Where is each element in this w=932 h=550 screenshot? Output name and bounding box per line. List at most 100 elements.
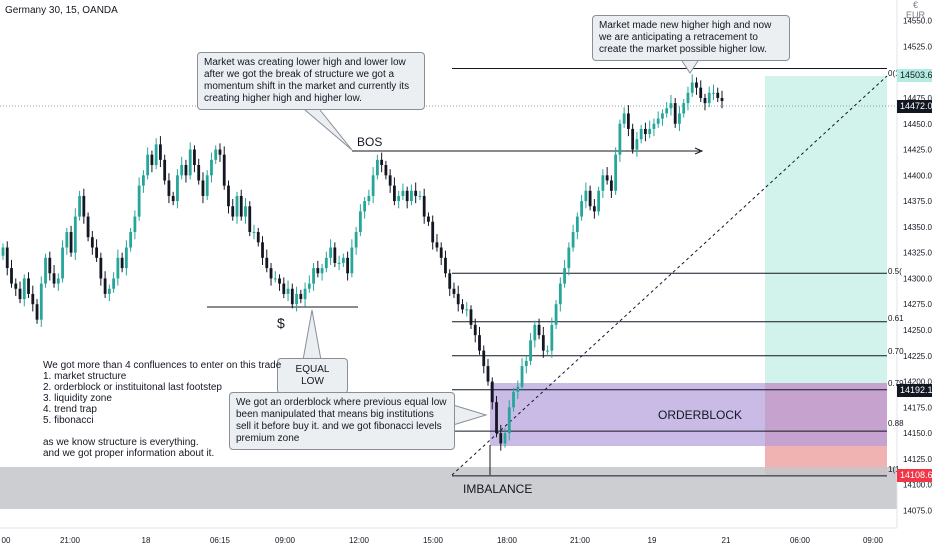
price-tick-label: 14275.0 xyxy=(903,300,932,309)
candle-body xyxy=(486,366,490,382)
callout-equal-low[interactable]: EQUAL LOW xyxy=(277,358,348,394)
candle-body xyxy=(256,232,260,243)
candle-body xyxy=(533,324,537,341)
fib-label-0-705: 0.70 xyxy=(888,347,904,356)
callout-top-left[interactable]: Market was creating lower high and lower… xyxy=(197,52,425,110)
candle-body xyxy=(597,190,601,212)
candle-body xyxy=(154,144,158,165)
time-tick-label: 09:00 xyxy=(863,536,884,545)
candle-body xyxy=(439,247,443,258)
candle-body xyxy=(371,175,375,196)
time-tick-label: 00 xyxy=(2,536,11,545)
candle-body xyxy=(669,103,673,109)
price-tag-low: 14108.6 xyxy=(897,469,932,482)
imbalance-zone xyxy=(0,467,897,509)
candle-body xyxy=(31,293,35,305)
price-tick-label: 14125.0 xyxy=(903,455,932,464)
callout-orderblock[interactable]: We got an orderblock where previous equa… xyxy=(229,392,455,450)
candle-body xyxy=(39,283,43,320)
candle-body xyxy=(380,159,384,165)
dollar-label: $ xyxy=(277,315,285,331)
candle-body xyxy=(639,128,643,140)
candle-body xyxy=(427,216,430,222)
candle-body xyxy=(627,113,630,129)
candle-body xyxy=(61,247,64,279)
candle-body xyxy=(482,350,486,367)
candle-body xyxy=(56,278,60,284)
notes-item: 2. orderblock or instituitonal last foot… xyxy=(43,382,222,393)
notes-item: 3. liquidity zone xyxy=(43,393,112,404)
candle-body xyxy=(193,149,196,165)
notes-item: 4. trend trap xyxy=(43,404,97,415)
candle-body xyxy=(516,386,520,392)
candle-body xyxy=(520,366,524,387)
time-tick-label: 15:00 xyxy=(423,536,444,545)
candle-body xyxy=(546,350,549,352)
time-tick-label: 21:00 xyxy=(60,536,81,545)
candle-body xyxy=(571,232,575,248)
time-tick-label: 06:15 xyxy=(210,536,231,545)
candle-body xyxy=(124,247,128,269)
candle-body xyxy=(529,340,532,361)
candle-body xyxy=(686,92,690,104)
candle-body xyxy=(358,211,362,233)
price-tick-label: 14475.0 xyxy=(903,94,932,103)
bos-arrowhead xyxy=(694,147,704,155)
candle-body xyxy=(278,278,281,284)
candle-body xyxy=(363,201,367,212)
candle-body xyxy=(354,232,358,248)
candle-body xyxy=(414,190,418,196)
candle-body xyxy=(210,159,213,176)
candle-body xyxy=(146,154,150,176)
candle-body xyxy=(580,201,584,217)
candle-body xyxy=(537,324,541,336)
candle-body xyxy=(116,257,120,279)
candle-body xyxy=(609,180,613,191)
candle-body xyxy=(329,247,332,258)
candlestick-series xyxy=(1,74,724,451)
price-tick-label: 14325.0 xyxy=(903,249,932,258)
candle-body xyxy=(550,324,554,351)
candle-body xyxy=(592,206,596,212)
symbol-title: Germany 30, 15, OANDA xyxy=(5,5,118,16)
candle-body xyxy=(690,82,694,93)
position-profit-zone xyxy=(765,76,887,383)
candle-body xyxy=(333,247,337,263)
fib-label-0-886: 0.88 xyxy=(888,419,904,428)
candle-body xyxy=(235,195,239,217)
candle-body xyxy=(163,159,167,181)
candle-body xyxy=(299,293,303,300)
candle-body xyxy=(1,247,5,256)
candle-body xyxy=(388,175,392,186)
price-tick-label: 14250.0 xyxy=(903,326,932,335)
candle-body xyxy=(218,149,222,155)
orderblock-zone xyxy=(490,383,887,446)
candle-body xyxy=(461,304,464,310)
candle-body xyxy=(661,113,664,119)
candle-body xyxy=(652,123,656,129)
price-tag-high: 14503.6 xyxy=(897,69,932,82)
candle-body xyxy=(707,92,711,104)
candle-body xyxy=(499,433,503,444)
bos-label: BOS xyxy=(357,135,383,149)
candle-body xyxy=(265,257,269,269)
candle-body xyxy=(456,293,460,305)
callout-top-right[interactable]: Market made new higher high and now we a… xyxy=(592,15,790,61)
candle-body xyxy=(452,288,456,294)
candle-body xyxy=(73,216,77,253)
candle-body xyxy=(644,128,647,135)
candle-body xyxy=(188,149,192,176)
candle-body xyxy=(99,257,103,279)
candle-body xyxy=(699,87,703,98)
candle-body xyxy=(410,190,413,202)
time-tick-label: 21 xyxy=(722,536,731,545)
candle-body xyxy=(618,123,622,155)
equal-low-label: EQUAL LOW xyxy=(295,364,330,387)
candle-body xyxy=(490,381,494,403)
candle-body xyxy=(167,180,171,196)
callout-text: Market was creating lower high and lower… xyxy=(204,57,410,104)
price-tick-label: 14425.0 xyxy=(903,146,932,155)
time-tick-label: 19 xyxy=(648,536,657,545)
candle-body xyxy=(563,268,566,284)
